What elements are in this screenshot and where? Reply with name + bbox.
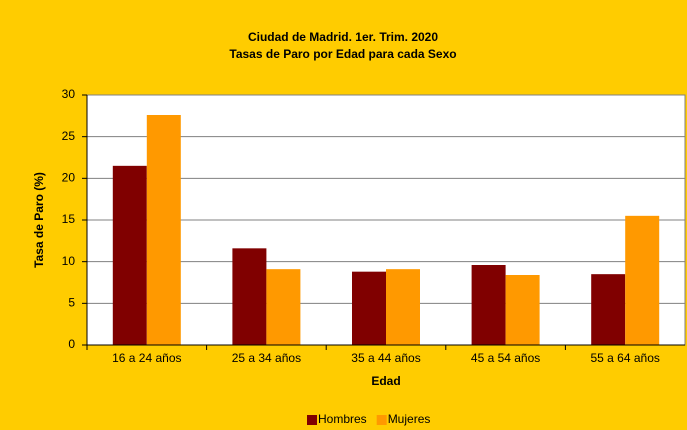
bar	[112, 165, 147, 345]
bar	[386, 269, 420, 345]
bar	[146, 115, 181, 345]
y-axis-label: Tasa de Paro (%)	[32, 172, 46, 268]
x-tick-label: 45 a 54 años	[471, 351, 540, 365]
y-tick-label: 15	[62, 212, 76, 226]
legend-swatch	[307, 415, 317, 425]
y-tick-label: 25	[62, 129, 76, 143]
bar	[591, 274, 626, 345]
x-axis-label: Edad	[371, 374, 400, 388]
bar	[625, 215, 660, 345]
y-tick-label: 5	[68, 296, 75, 310]
chart-subtitle: Tasas de Paro por Edad para cada Sexo	[229, 47, 456, 61]
y-tick-label: 30	[62, 87, 76, 101]
legend-swatch	[376, 415, 387, 425]
bar	[266, 269, 301, 345]
y-tick-label: 20	[62, 171, 76, 185]
x-tick-label: 55 a 64 años	[590, 351, 659, 365]
legend-label: Mujeres	[388, 412, 431, 426]
y-tick-label: 10	[62, 254, 76, 268]
x-tick-label: 35 a 44 años	[351, 351, 420, 365]
chart-title: Ciudad de Madrid. 1er. Trim. 2020	[248, 30, 438, 44]
y-tick-label: 0	[68, 337, 75, 351]
bar	[505, 275, 540, 345]
bar	[352, 271, 386, 345]
x-tick-label: 16 a 24 años	[112, 351, 181, 365]
legend-label: Hombres	[318, 412, 367, 426]
x-tick-label: 25 a 34 años	[232, 351, 301, 365]
bar	[232, 248, 267, 345]
bar	[471, 265, 506, 345]
